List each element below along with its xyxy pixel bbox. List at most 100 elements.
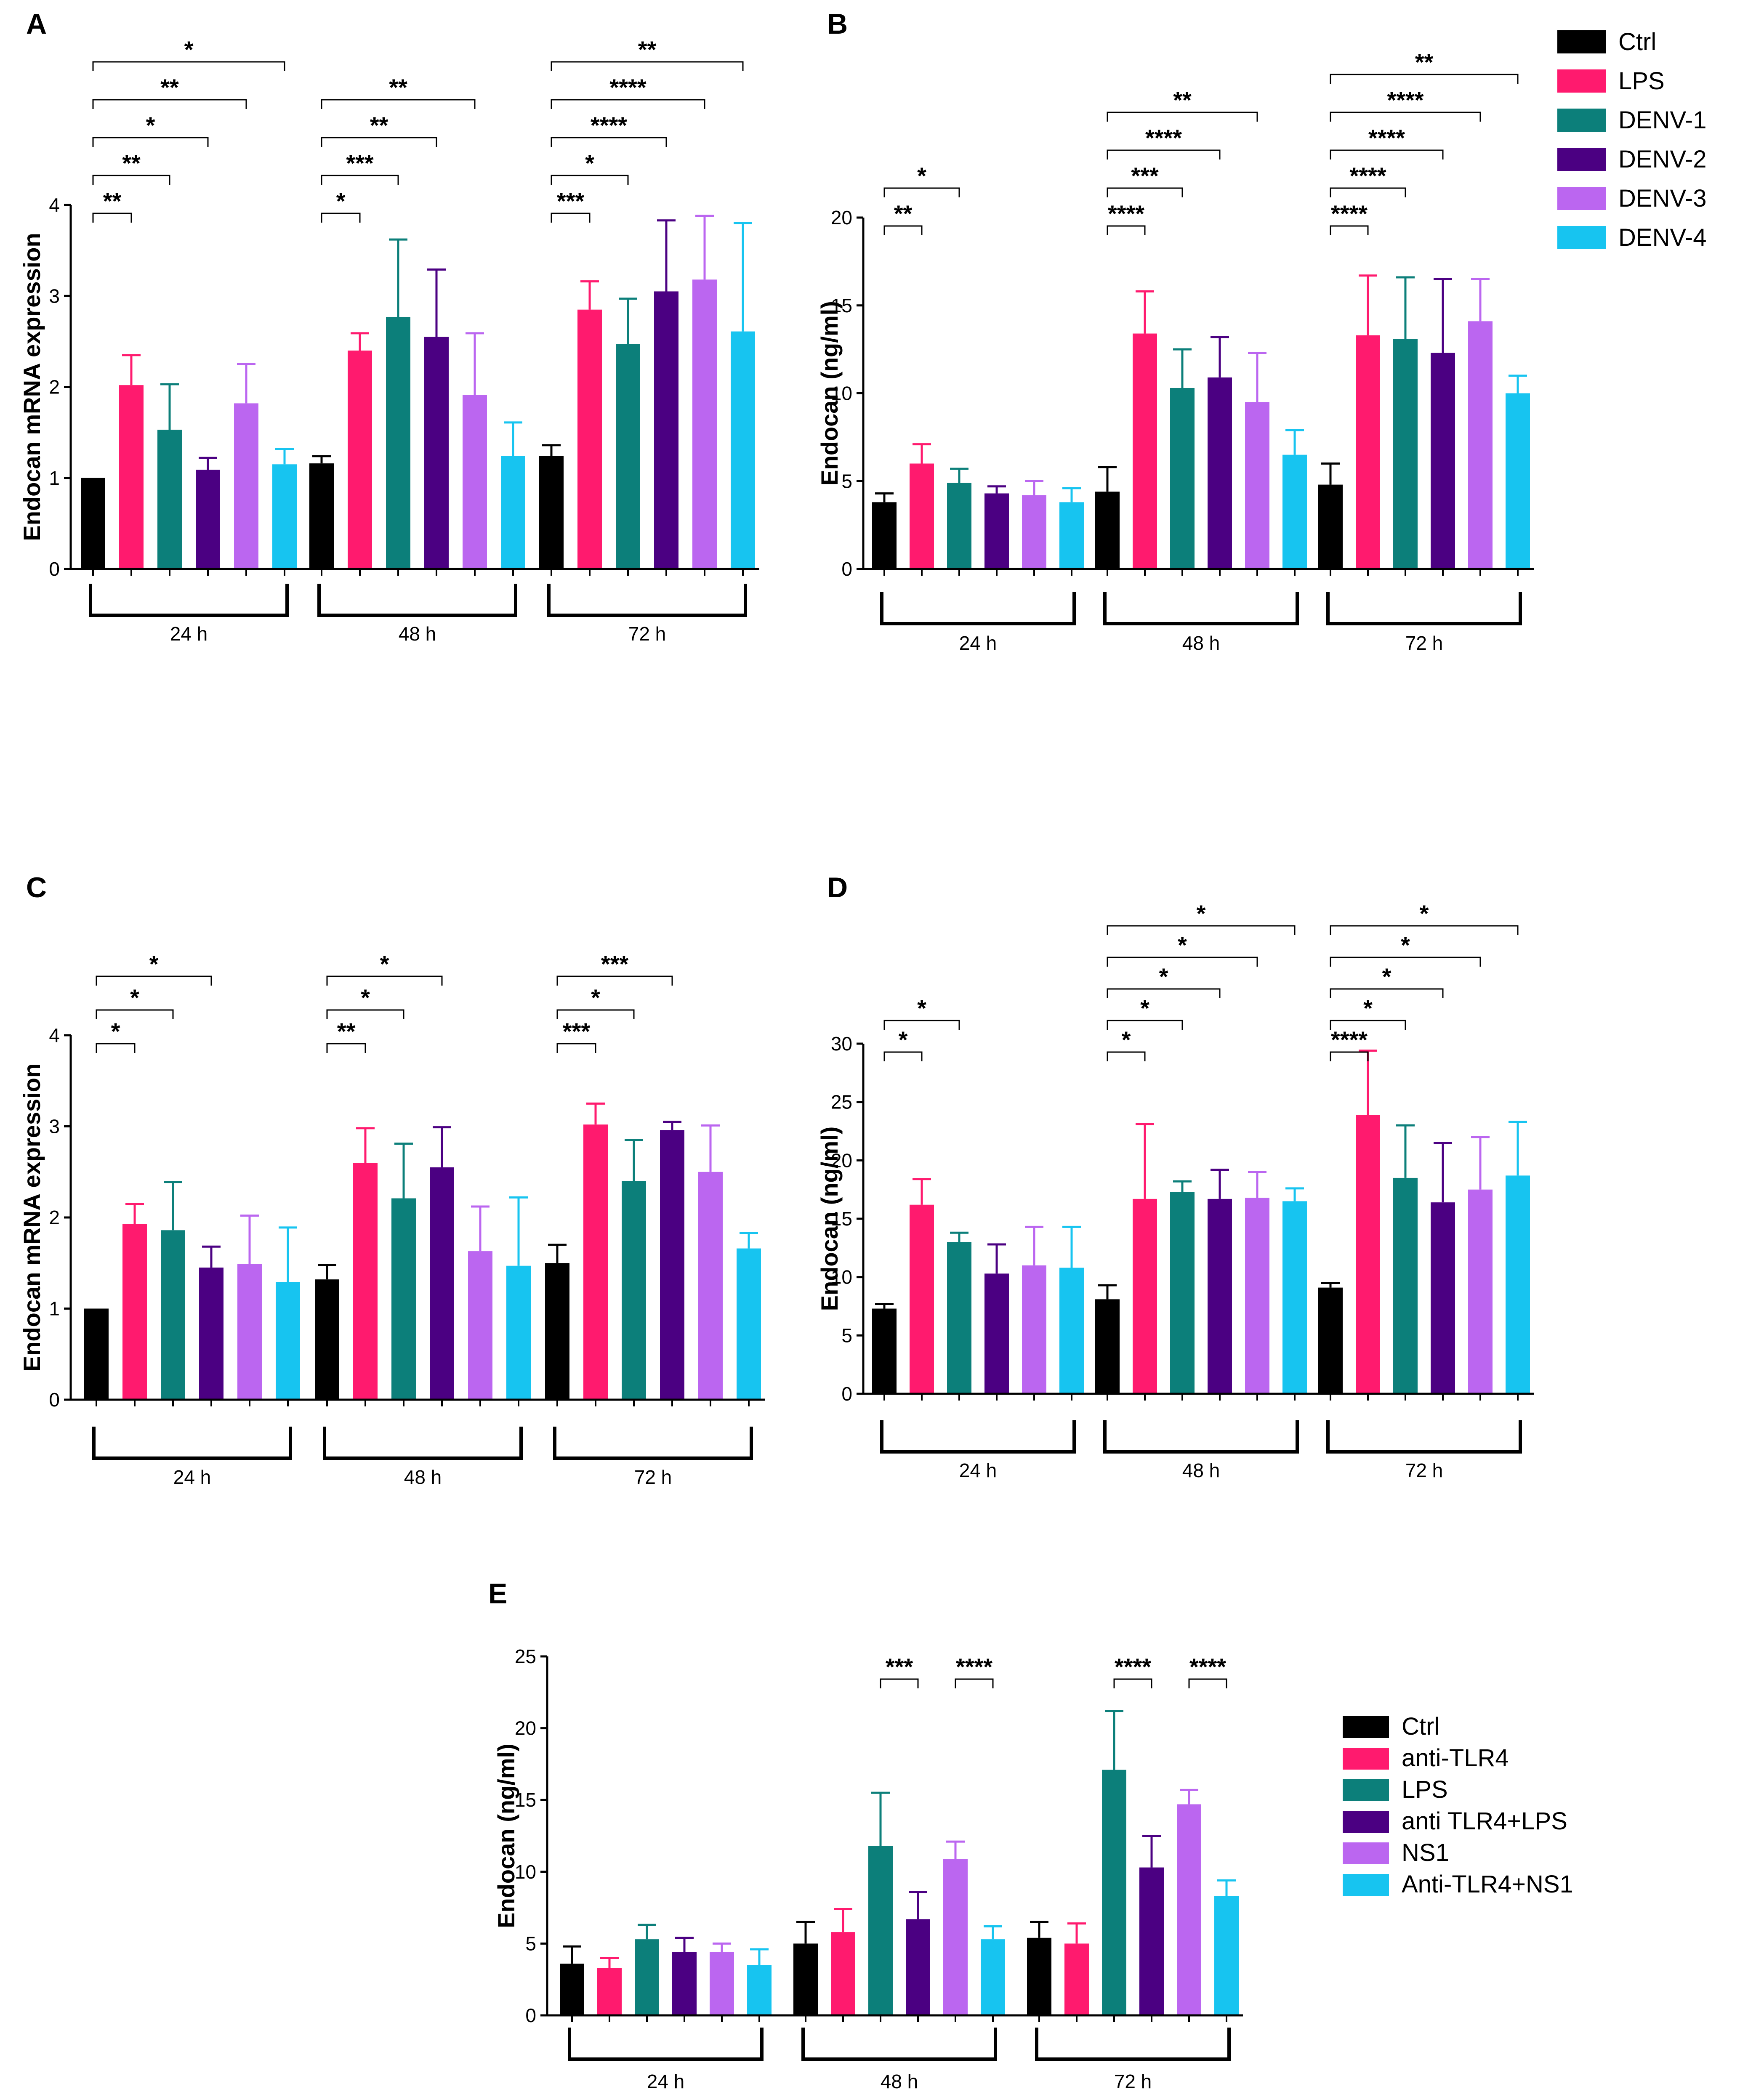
group-label: 48 h (881, 2070, 918, 2092)
significance-stars: ** (337, 1018, 356, 1045)
bar-lps-24h (635, 1939, 659, 2015)
significance-bracket (556, 1009, 635, 1019)
legend-swatch-lps (1557, 69, 1606, 93)
bar-denv-2-48h (1208, 1199, 1232, 1394)
legend-top: Ctrl LPS DENV-1 DENV-2 DENV-3 DENV-4 (1557, 28, 1707, 251)
significance-stars: *** (557, 188, 585, 214)
significance-bracket (551, 137, 667, 147)
bar-denv-3-72h (1468, 1189, 1493, 1394)
bar-ctrl-48h (315, 1279, 339, 1400)
y-tick-label: 15 (515, 1789, 536, 1811)
panel-e: E 0 5 10 15 20 25 Endocan (ng/ml) 24 h 48 h 72 h **… (488, 1578, 1243, 2092)
significance-stars: *** (601, 951, 629, 977)
bar-denv-1-72h (616, 344, 640, 569)
significance-stars: * (361, 984, 370, 1011)
significance-bracket (551, 213, 591, 223)
group-label: 72 h (1114, 2070, 1152, 2092)
legend-swatch-denv-3 (1557, 187, 1606, 210)
significance-stars: **** (1145, 125, 1182, 151)
y-axis-label: Endocan (ng/ml) (493, 1744, 519, 1928)
significance-bracket (1107, 925, 1296, 935)
legend-label: Ctrl (1402, 1713, 1439, 1740)
bar-anti-tlr4-lps-48h (906, 1919, 930, 2015)
bar-ctrl-72h (1027, 1938, 1051, 2015)
legend-e: Ctrl anti-TLR4 LPS anti TLR4+LPS NS1 Anti-TLR… (1343, 1713, 1573, 1898)
y-tick-label: 0 (525, 2004, 536, 2026)
bar-lps-48h (1133, 1199, 1157, 1394)
group-label: 72 h (634, 1466, 672, 1488)
bar-denv-3-72h (692, 279, 717, 569)
significance-bracket (1330, 225, 1369, 235)
y-tick-label: 5 (841, 470, 852, 492)
y-tick-label: 4 (49, 1024, 60, 1046)
significance-bracket (1107, 988, 1221, 998)
bar-denv-4-24h (1059, 1268, 1084, 1394)
significance-bracket (1330, 112, 1481, 122)
bar-denv-2-48h (430, 1167, 454, 1400)
bar-denv-2-48h (1208, 377, 1232, 569)
significance-stars: * (1178, 932, 1187, 958)
bar-denv-4-72h (737, 1248, 761, 1400)
bar-anti-tlr4-lps-72h (1139, 1867, 1164, 2015)
group-label: 48 h (1182, 632, 1220, 654)
significance-bracket (551, 61, 744, 71)
significance-stars: ** (389, 74, 407, 101)
significance-stars: *** (346, 150, 374, 176)
significance-bracket (321, 175, 399, 185)
group-bracket (1326, 592, 1522, 625)
significance-stars: *** (563, 1018, 591, 1045)
bar-denv-2-72h (1431, 353, 1455, 569)
y-tick-label: 0 (841, 1383, 852, 1405)
bar-denv-1-72h (1393, 339, 1418, 569)
bar-ctrl-24h (84, 1308, 109, 1400)
significance-stars: * (1363, 995, 1373, 1021)
significance-bracket (556, 1043, 596, 1053)
significance-stars: * (111, 1018, 120, 1045)
significance-stars: * (336, 188, 346, 214)
significance-bracket (1113, 1678, 1152, 1688)
significance-stars: * (130, 984, 139, 1011)
bar-lps-72h (1102, 1770, 1126, 2015)
significance-bracket (321, 99, 476, 109)
y-tick-label: 0 (49, 1389, 60, 1411)
bar-lps-72h (1356, 335, 1380, 569)
panel-letter: C (26, 872, 47, 904)
bar-denv-3-72h (698, 1172, 723, 1400)
group-bracket (92, 1427, 292, 1460)
bar-denv-4-72h (1506, 1175, 1530, 1394)
bar-lps-24h (122, 1224, 147, 1400)
y-tick-label: 0 (49, 558, 60, 580)
group-label: 72 h (1405, 1459, 1443, 1481)
significance-stars: **** (1115, 1653, 1151, 1680)
significance-stars: ** (103, 188, 122, 214)
significance-stars: **** (1331, 1026, 1368, 1053)
significance-stars: ** (1415, 49, 1434, 75)
legend-swatch-denv-2 (1557, 148, 1606, 171)
significance-stars: **** (956, 1653, 992, 1680)
significance-bracket (1188, 1678, 1227, 1688)
y-tick-label: 10 (515, 1861, 536, 1883)
bar-denv-4-48h (1282, 1201, 1307, 1394)
bar-denv-2-48h (424, 337, 449, 569)
significance-stars: ** (370, 112, 388, 138)
group-bracket (880, 1420, 1076, 1454)
significance-stars: ** (160, 74, 179, 101)
bar-denv-3-24h (1022, 495, 1046, 569)
significance-bracket (92, 99, 247, 109)
bar-ctrl-24h (872, 502, 897, 569)
y-tick-label: 1 (49, 467, 60, 489)
y-tick-label: 25 (831, 1091, 852, 1113)
legend-swatch-anti-tlr4 (1343, 1748, 1389, 1770)
significance-stars: ** (638, 36, 657, 63)
significance-bracket (96, 975, 212, 986)
bar-denv-2-24h (199, 1268, 223, 1400)
significance-stars: ** (122, 150, 141, 176)
legend-label: Anti-TLR4+NS1 (1402, 1871, 1573, 1898)
legend-label: anti TLR4+LPS (1402, 1807, 1567, 1835)
bar-denv-2-24h (196, 470, 220, 569)
bar-ctrl-24h (872, 1308, 897, 1394)
significance-stars: * (1140, 995, 1149, 1021)
panel-letter: A (26, 8, 47, 40)
